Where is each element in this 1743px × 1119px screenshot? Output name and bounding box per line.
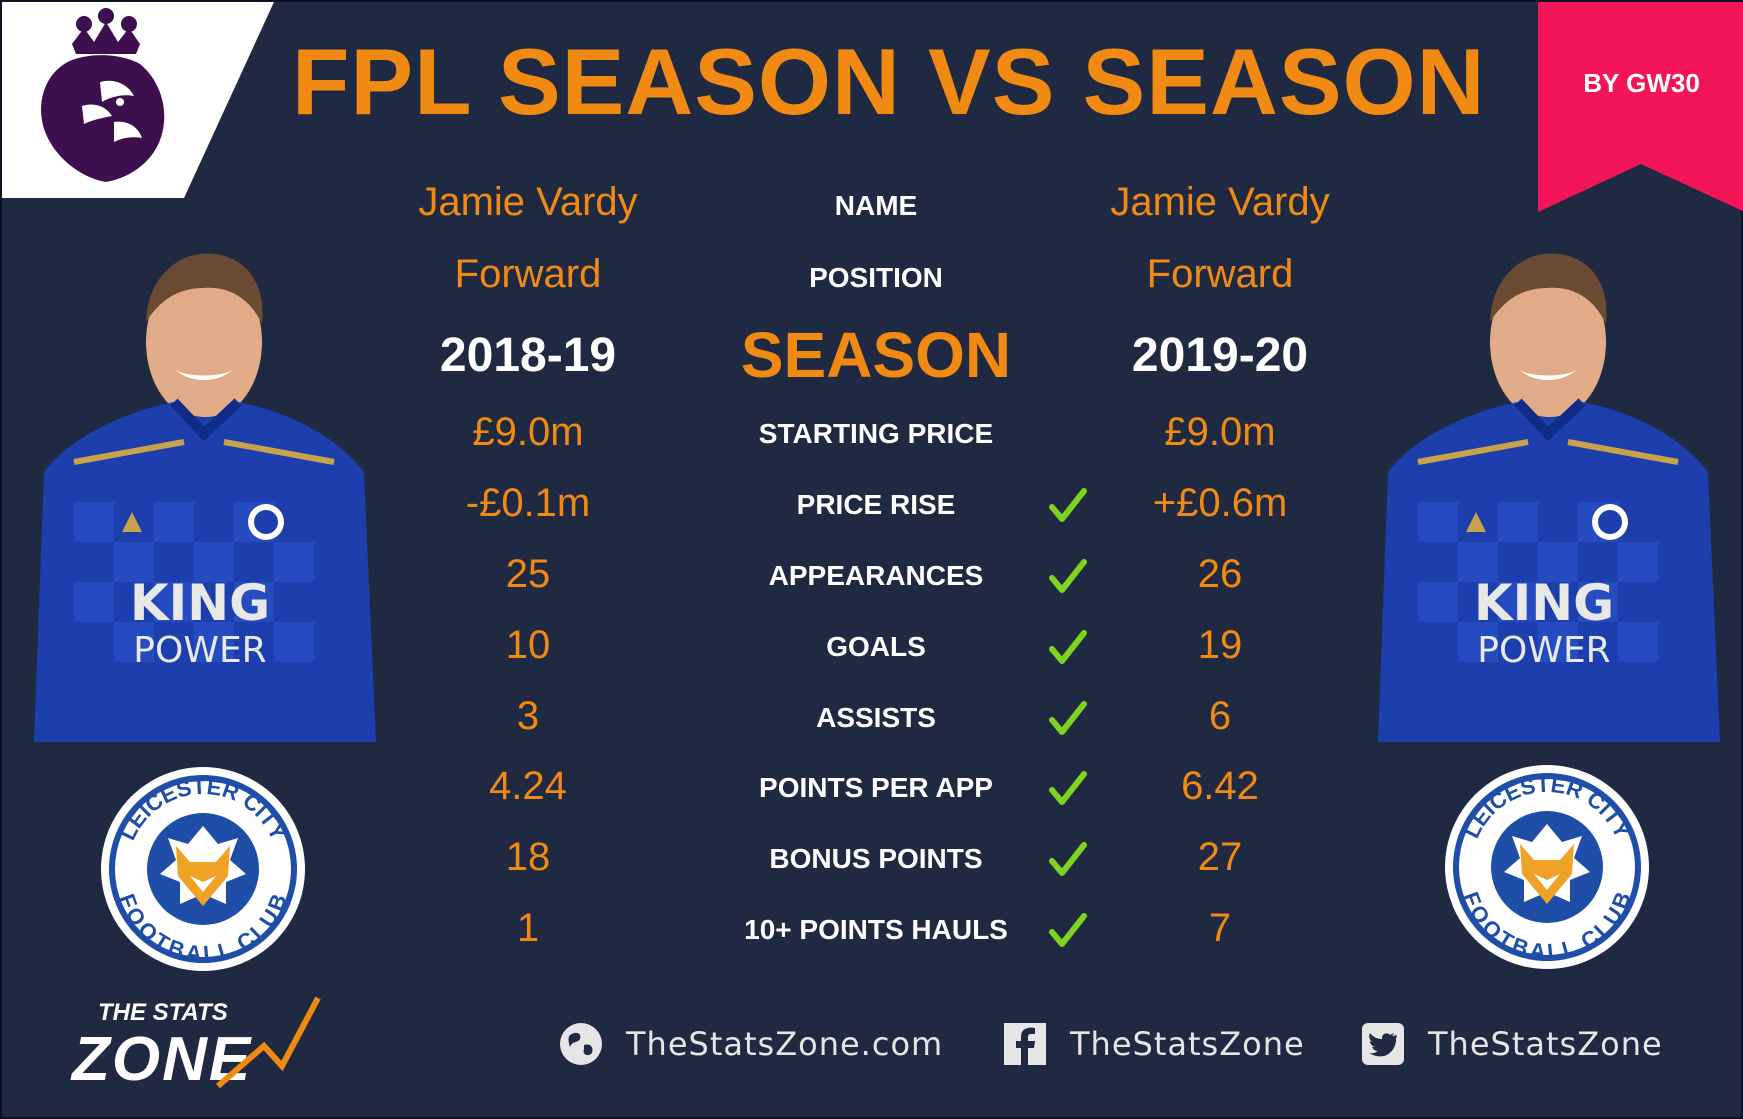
check-icon-goals [1048,627,1088,667]
left-season: 2018-19 [439,329,617,382]
page-title: FPL SEASON VS SEASON [292,29,1486,134]
right-player-name: Jamie Vardy [1110,180,1330,224]
position-label: POSITION [809,262,943,293]
left-player-position: Forward [454,252,602,296]
stat-label-assists: ASSISTS [816,702,936,733]
right-stat-price-rise: +£0.6m [1152,481,1288,525]
right-jersey-sponsor-line2: POWER [1477,630,1610,671]
check-icon-hauls [1048,910,1088,950]
right-stat-bonus-points: 27 [1197,835,1243,879]
right-player-position: Forward [1146,252,1294,296]
stat-label-appearances: APPEARANCES [768,560,984,591]
footer-facebook[interactable]: TheStatsZone [1002,1022,1305,1066]
twitter-handle[interactable]: TheStatsZone [1428,1025,1663,1063]
right-stat-goals: 19 [1197,623,1243,667]
the-stats-zone-logo: THE STATS ZONE [68,994,368,1094]
gameweek-badge: BY GW30 [1583,68,1700,98]
stat-label-hauls: 10+ POINTS HAULS [744,914,1008,945]
premier-league-logo [2,2,274,198]
twitter-icon [1360,1021,1406,1067]
check-icon-appearances [1048,556,1088,596]
footer-website[interactable]: TheStatsZone.com [558,1022,943,1066]
stat-label-goals: GOALS [826,631,926,662]
stat-label-points-per-app: POINTS PER APP [759,772,993,803]
right-stat-points-per-app: 6.42 [1181,764,1259,808]
right-stat-hauls: 7 [1208,906,1232,950]
stat-label-starting-price: STARTING PRICE [758,418,994,449]
right-jersey-sponsor-line1: KING [1474,574,1614,632]
gameweek-ribbon [1538,2,1743,212]
right-club-crest: LEICESTER CITY FOOTBALL CLUB [1442,762,1652,972]
left-stat-assists: 3 [516,694,540,738]
check-icon-assists [1048,698,1088,738]
check-icon-points-per-app [1048,768,1088,808]
name-label: NAME [834,190,918,221]
right-player-photo: KING POWER [1358,242,1730,742]
left-jersey-sponsor-line1: KING [130,574,270,632]
left-stat-goals: 10 [505,623,551,667]
website-link[interactable]: TheStatsZone.com [626,1025,944,1063]
facebook-icon [1002,1021,1048,1067]
logo-top-text: THE STATS [98,999,228,1026]
left-stat-points-per-app: 4.24 [489,764,567,808]
left-stat-bonus-points: 18 [505,835,551,879]
right-season: 2019-20 [1131,329,1309,382]
left-player-photo: KING POWER [14,242,386,742]
check-icon-price-rise [1048,485,1088,525]
left-jersey-sponsor-line2: POWER [133,630,266,671]
right-stat-starting-price: £9.0m [1164,410,1276,454]
left-club-crest: LEICESTER CITY FOOTBALL CLUB [98,764,308,974]
left-player-name: Jamie Vardy [418,180,638,224]
footer-twitter[interactable]: TheStatsZone [1360,1022,1663,1066]
left-stat-price-rise: -£0.1m [465,481,591,525]
right-stat-assists: 6 [1208,694,1232,738]
left-stat-hauls: 1 [516,906,540,950]
globe-icon [558,1021,604,1067]
stat-label-bonus-points: BONUS POINTS [769,843,983,874]
stat-label-price-rise: PRICE RISE [796,489,956,520]
right-stat-appearances: 26 [1197,552,1243,596]
facebook-handle[interactable]: TheStatsZone [1070,1025,1305,1063]
check-icon-bonus-points [1048,839,1088,879]
left-stat-appearances: 25 [505,552,551,596]
season-label: SEASON [740,319,1012,391]
left-stat-starting-price: £9.0m [472,410,584,454]
